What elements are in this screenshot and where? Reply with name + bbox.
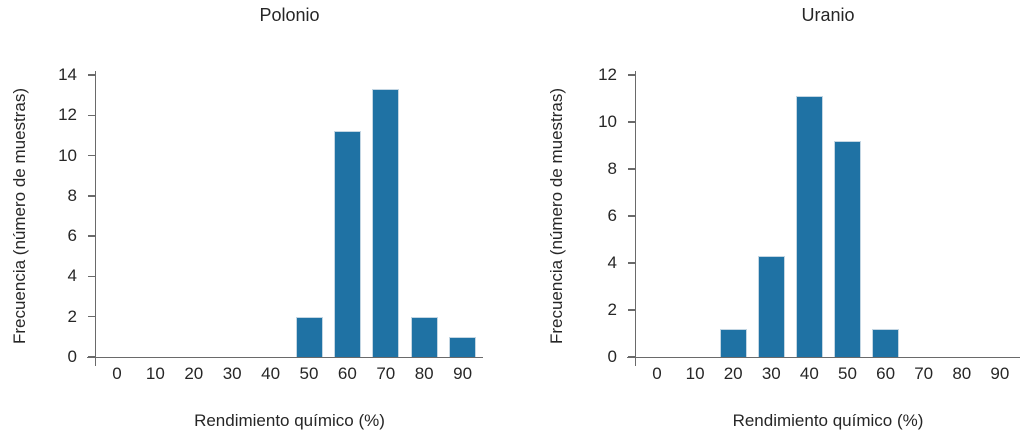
y-tick-label: 8 (67, 185, 77, 205)
y-axis-label: Frecuencia (número de muestras) (10, 87, 29, 345)
y-tick-label: 14 (58, 65, 77, 84)
x-tick-label: 70 (914, 364, 934, 383)
x-tick-label: 20 (723, 364, 743, 383)
y-tick-label: 8 (607, 159, 617, 178)
bar (372, 89, 400, 357)
x-tick-label: 80 (414, 364, 434, 383)
y-tick-mark (88, 74, 96, 76)
x-tick-label: 50 (299, 364, 319, 383)
bar (449, 336, 477, 357)
bar (295, 316, 323, 357)
bar (719, 328, 747, 357)
y-tick-mark (628, 74, 636, 76)
x-tick-label: 80 (952, 364, 972, 383)
y-tick-mark (88, 195, 96, 197)
x-axis-label: Rendimiento químico (%) (732, 411, 924, 430)
y-tick-label: 12 (58, 105, 77, 125)
bar (410, 316, 438, 357)
chart-title: Polonio (259, 5, 320, 25)
plot-area: 0 2 4 6 8 10 12 14 0 10 20 30 40 50 60 70 80 90 (58, 65, 483, 383)
y-tick-label: 10 (58, 145, 77, 165)
x-axis-line (627, 357, 1020, 359)
y-tick-mark (88, 316, 96, 318)
chart-title: Uranio (801, 5, 855, 25)
x-tick-label: 0 (112, 364, 122, 383)
x-tick-label: 40 (799, 364, 819, 383)
y-tick-mark (628, 168, 636, 170)
y-axis-label: Frecuencia (número de muestras) (547, 87, 566, 345)
chart-uranio: Uranio Frecuencia (número de muestras) 0… (511, 0, 1023, 443)
x-tick-label: 70 (376, 364, 396, 383)
x-tick-label: 10 (145, 364, 165, 383)
y-tick-label: 4 (607, 253, 617, 272)
bar (757, 255, 785, 357)
chart-polonio: Polonio Frecuencia (número de muestras) … (0, 0, 511, 443)
x-tick-label: 20 (184, 364, 204, 383)
x-tick-label: 50 (838, 364, 857, 383)
y-tick-label: 4 (67, 266, 77, 286)
y-tick-mark (88, 154, 96, 157)
y-axis-line (94, 71, 96, 366)
y-tick-label: 2 (67, 306, 77, 326)
y-tick-label: 2 (607, 300, 617, 319)
bar (333, 131, 361, 357)
x-tick-label: 60 (876, 364, 896, 383)
y-tick-label: 10 (598, 112, 617, 131)
y-tick-mark (88, 356, 96, 358)
x-axis-line (87, 357, 483, 359)
y-tick-mark (628, 121, 636, 123)
x-tick-label: 90 (453, 364, 473, 383)
x-tick-label: 40 (261, 364, 281, 383)
y-tick-mark (628, 262, 636, 264)
bar (795, 96, 823, 357)
y-tick-label: 6 (67, 226, 77, 246)
y-tick-label: 6 (607, 206, 617, 225)
y-axis-line (634, 71, 636, 366)
x-axis-label: Rendimiento químico (%) (194, 411, 385, 430)
x-tick-label: 10 (685, 364, 705, 383)
plot-area: 0 2 4 6 8 10 12 0 10 20 30 40 50 60 70 80 90 (598, 65, 1020, 383)
x-tick-label: 30 (761, 364, 781, 383)
y-tick-mark (628, 215, 636, 217)
y-tick-label: 0 (607, 347, 617, 366)
x-tick-label: 0 (652, 364, 662, 383)
x-tick-label: 90 (990, 364, 1010, 383)
x-tick-label: 30 (222, 364, 242, 383)
x-tick-label: 60 (337, 364, 357, 383)
y-tick-mark (88, 114, 96, 116)
y-tick-label: 0 (67, 347, 77, 366)
y-tick-mark (628, 356, 636, 358)
y-tick-mark (628, 309, 636, 311)
y-tick-label: 12 (598, 65, 617, 84)
bar (834, 140, 861, 357)
y-tick-mark (88, 235, 96, 237)
y-tick-mark (88, 275, 96, 278)
bar (872, 328, 900, 357)
